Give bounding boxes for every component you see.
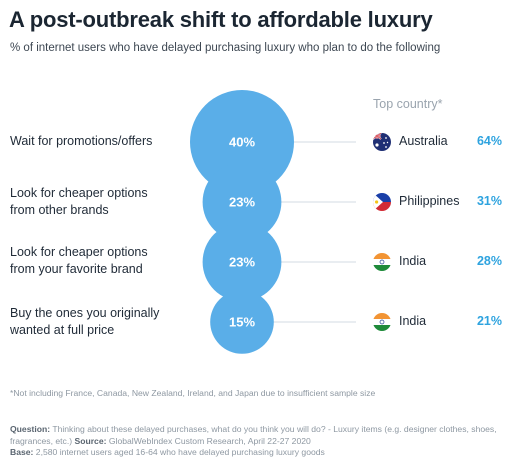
row-label-cheaper-favorite-brand: Look for cheaper options from your favor… [10, 244, 148, 278]
india-flag-icon [373, 253, 391, 271]
bubble-mark [202, 222, 282, 302]
question-text: Thinking about these delayed purchases, … [10, 424, 497, 446]
bubble-mark [202, 162, 282, 242]
footnote: *Not including France, Canada, New Zeala… [10, 388, 376, 398]
country-name: India [399, 314, 427, 328]
base-note: Base: 2,580 internet users aged 16-64 wh… [10, 447, 325, 457]
page-subtitle: % of internet users who have delayed pur… [10, 42, 441, 54]
country-name: Australia [399, 134, 448, 148]
philippines-flag-icon [373, 193, 391, 211]
bubble-value-label: 40% [229, 135, 255, 150]
row-label-line: from your favorite brand [10, 262, 143, 276]
bubble-value-label: 15% [229, 315, 255, 330]
row-label-line: Look for cheaper options [10, 245, 148, 259]
page-title: A post-outbreak shift to affordable luxu… [9, 7, 433, 32]
row-label-line: Look for cheaper options [10, 186, 148, 200]
bubble-value-label: 23% [229, 195, 255, 210]
bubble-value-label: 23% [229, 255, 255, 270]
row-label-cheaper-other-brands: Look for cheaper options from other bran… [10, 185, 148, 219]
row-label-wait-for-promotions: Wait for promotions/offers [10, 133, 152, 150]
country-percent: 28% [476, 254, 502, 268]
row-label-line: Wait for promotions/offers [10, 134, 153, 148]
india-flag-icon [373, 313, 391, 331]
bubble-chart: 40% 23% 23% 15% [190, 90, 356, 354]
country-percent: 31% [476, 194, 502, 208]
bubble-mark [190, 90, 294, 194]
australia-flag-icon [373, 133, 391, 151]
base-label: Base: [10, 447, 34, 457]
country-percent: 64% [476, 134, 502, 148]
country-percent: 21% [476, 314, 502, 328]
source-text: GlobalWebIndex Custom Research, April 22… [108, 436, 311, 446]
row-label-line: from other brands [10, 203, 109, 217]
top-country-header: Top country* [373, 97, 443, 111]
row-label-line: wanted at full price [10, 323, 115, 337]
question-note: Question: Thinking about these delayed p… [10, 423, 510, 447]
row-label-line: Buy the ones you originally [10, 306, 160, 320]
country-name: Philippines [399, 194, 460, 208]
source-label: Source: [74, 436, 107, 446]
row-label-full-price: Buy the ones you originally wanted at fu… [10, 305, 159, 339]
bubble-mark [210, 290, 274, 354]
country-name: India [399, 254, 427, 268]
question-label: Question: [10, 424, 51, 434]
base-text: 2,580 internet users aged 16-64 who have… [35, 447, 325, 457]
